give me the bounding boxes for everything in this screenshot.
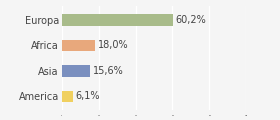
- Text: 60,2%: 60,2%: [176, 15, 206, 25]
- Text: 15,6%: 15,6%: [93, 66, 124, 76]
- Text: 18,0%: 18,0%: [98, 40, 128, 51]
- Bar: [62, 40, 95, 51]
- Bar: [62, 91, 73, 102]
- Bar: [62, 65, 90, 77]
- Bar: [62, 14, 173, 26]
- Text: 6,1%: 6,1%: [76, 91, 100, 101]
